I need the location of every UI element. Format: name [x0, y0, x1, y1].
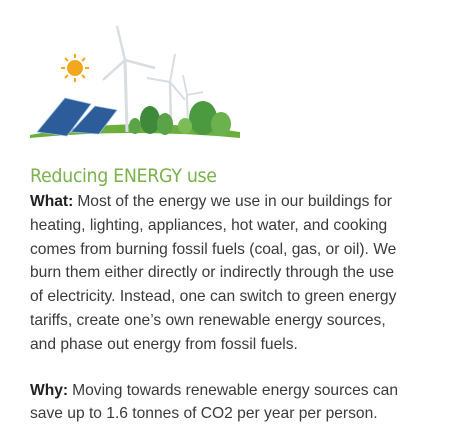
text-line: burn them either directly or indirectly …: [30, 261, 460, 285]
text-line: What: Most of the energy we use in our bu…: [30, 190, 460, 214]
line-text: tariffs, create one’s own renewable ener…: [30, 311, 386, 329]
text-line: heating, lighting, appliances, hot water…: [30, 214, 460, 238]
text-line: of electricity. Instead, one can switch …: [30, 285, 460, 309]
content: Reducing ENERGY use What: Most of the ene…: [30, 165, 460, 426]
line-text: Most of the energy we use in our buildin…: [77, 193, 392, 210]
line-text: Moving towards renewable energy sources …: [72, 381, 399, 399]
illustration: [30, 25, 240, 138]
why-paragraph: Why: Moving towards renewable energy sour…: [30, 379, 460, 427]
line-text: save up to 1.6 tonnes of CO2 per year pe…: [30, 405, 378, 423]
line-text: and phase out energy from fossil fuels.: [30, 335, 298, 353]
label: Why:: [30, 381, 69, 399]
label: What:: [30, 193, 74, 210]
text-line: save up to 1.6 tonnes of CO2 per year pe…: [30, 402, 460, 426]
text-line: Why: Moving towards renewable energy sour…: [30, 379, 460, 403]
line-text: comes from burning fossil fuels (coal, g…: [30, 240, 397, 258]
text-line: comes from burning fossil fuels (coal, g…: [30, 238, 460, 262]
heading: Reducing ENERGY use: [30, 165, 217, 187]
what-paragraph: What: Most of the energy we use in our bu…: [30, 190, 460, 357]
line-text: of electricity. Instead, one can switch …: [30, 288, 397, 306]
text-line: tariffs, create one’s own renewable ener…: [30, 309, 460, 333]
line-text: heating, lighting, appliances, hot water…: [30, 216, 388, 234]
line-text: burn them either directly or indirectly …: [30, 264, 395, 282]
text-line: and phase out energy from fossil fuels.: [30, 333, 460, 357]
